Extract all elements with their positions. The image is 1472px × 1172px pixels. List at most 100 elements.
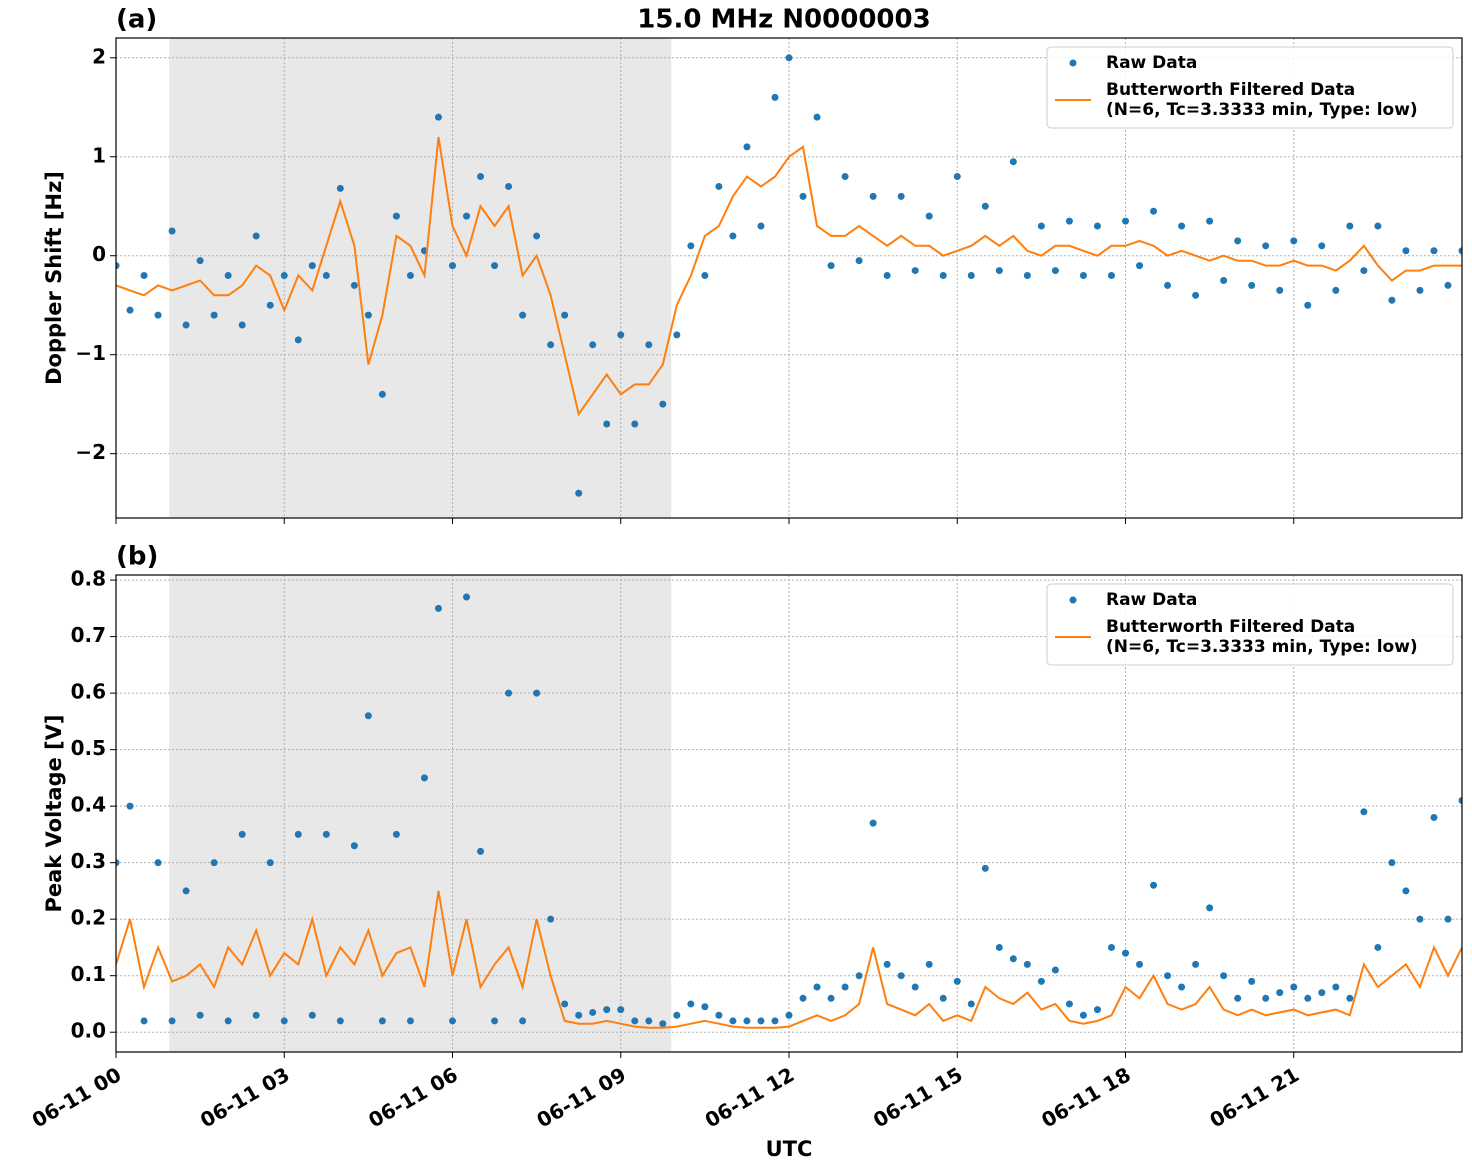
x-tick-label: 06-11 00 — [28, 1062, 126, 1132]
raw-point — [855, 257, 863, 265]
raw-point — [1458, 797, 1462, 805]
x-tick-label: 06-11 15 — [869, 1062, 967, 1132]
raw-point — [1276, 989, 1284, 997]
raw-point — [238, 830, 246, 838]
filtered-line — [116, 136, 1462, 417]
y-tick-label: 2 — [92, 44, 106, 68]
raw-point — [687, 1000, 695, 1008]
raw-point — [561, 1000, 569, 1008]
raw-point — [477, 847, 485, 855]
raw-point — [378, 390, 386, 398]
legend-label: Butterworth Filtered Data (N=6, Tc=3.3333… — [1106, 617, 1418, 657]
raw-point — [1150, 881, 1158, 889]
raw-point — [280, 272, 288, 280]
raw-point — [505, 689, 513, 697]
raw-point — [350, 281, 358, 289]
raw-point — [939, 272, 947, 280]
raw-point — [449, 262, 456, 270]
raw-point — [799, 994, 807, 1002]
raw-point — [406, 1017, 414, 1025]
raw-point — [519, 1017, 527, 1025]
raw-point — [967, 1000, 975, 1008]
y-tick-label: 0.1 — [71, 962, 106, 986]
raw-point — [1136, 960, 1144, 968]
raw-point — [533, 689, 541, 697]
raw-point — [575, 489, 583, 497]
raw-point — [1150, 207, 1158, 215]
raw-point — [266, 859, 274, 867]
raw-point — [1107, 272, 1115, 280]
raw-point — [1234, 237, 1242, 245]
raw-point — [743, 1017, 751, 1025]
raw-point — [322, 830, 330, 838]
raw-point — [1065, 1000, 1073, 1008]
raw-point — [771, 1017, 779, 1025]
raw-point — [1374, 222, 1382, 230]
raw-point — [140, 1017, 148, 1025]
raw-point — [477, 173, 485, 181]
raw-point — [1037, 977, 1045, 985]
raw-point — [533, 232, 541, 240]
y-tick-label: 0 — [92, 242, 106, 266]
raw-point — [434, 113, 442, 121]
raw-point — [1093, 222, 1101, 230]
raw-point — [1122, 217, 1129, 225]
raw-point — [1416, 286, 1424, 294]
raw-point — [813, 983, 821, 991]
raw-point — [869, 819, 877, 827]
raw-point — [1290, 983, 1298, 991]
raw-point — [575, 1011, 583, 1019]
raw-point — [1079, 272, 1087, 280]
raw-point — [631, 420, 639, 428]
raw-point — [1192, 960, 1200, 968]
x-tick-label: 06-11 12 — [701, 1062, 799, 1132]
raw-point — [210, 311, 218, 319]
raw-point — [1206, 904, 1214, 912]
raw-point — [116, 262, 120, 270]
raw-point — [911, 267, 919, 275]
raw-point — [687, 242, 695, 250]
raw-point — [561, 311, 569, 319]
filtered-line — [116, 890, 1462, 1029]
raw-point — [897, 972, 905, 980]
raw-point — [967, 272, 975, 280]
raw-point — [308, 262, 316, 270]
raw-point — [701, 1003, 709, 1011]
raw-point — [673, 1011, 681, 1019]
y-tick-label: 0.8 — [71, 567, 106, 591]
raw-point — [1136, 262, 1144, 270]
raw-point — [603, 420, 611, 428]
raw-point — [364, 311, 372, 319]
raw-point — [1262, 994, 1270, 1002]
raw-point — [841, 173, 849, 181]
raw-point — [1444, 915, 1452, 923]
axes-frame — [115, 574, 1463, 1053]
raw-point — [813, 113, 821, 121]
raw-point — [463, 212, 471, 220]
raw-point — [364, 712, 372, 720]
raw-point — [238, 321, 246, 329]
raw-point — [1290, 237, 1298, 245]
raw-point — [1093, 1006, 1101, 1014]
raw-point — [420, 774, 428, 782]
raw-point — [294, 830, 302, 838]
y-tick-label: −1 — [75, 341, 106, 365]
raw-point — [392, 830, 400, 838]
raw-point — [617, 331, 625, 339]
y-tick-label: 1 — [92, 143, 106, 167]
raw-point — [547, 341, 555, 349]
y-tick-label: 0.6 — [71, 680, 106, 704]
y-tick-label: 0.3 — [71, 849, 106, 873]
raw-point — [116, 859, 120, 867]
y-axis-label: Peak Voltage [V] — [42, 714, 66, 912]
raw-point — [939, 994, 947, 1002]
y-tick-label: 0.2 — [71, 906, 106, 930]
raw-point — [995, 943, 1003, 951]
raw-point — [491, 1017, 499, 1025]
x-tick-label: 06-11 09 — [532, 1062, 630, 1132]
raw-point — [336, 1017, 344, 1025]
raw-point — [1051, 267, 1059, 275]
y-tick-label: 0.0 — [71, 1019, 106, 1043]
raw-point — [715, 1011, 723, 1019]
raw-point — [1304, 301, 1312, 309]
